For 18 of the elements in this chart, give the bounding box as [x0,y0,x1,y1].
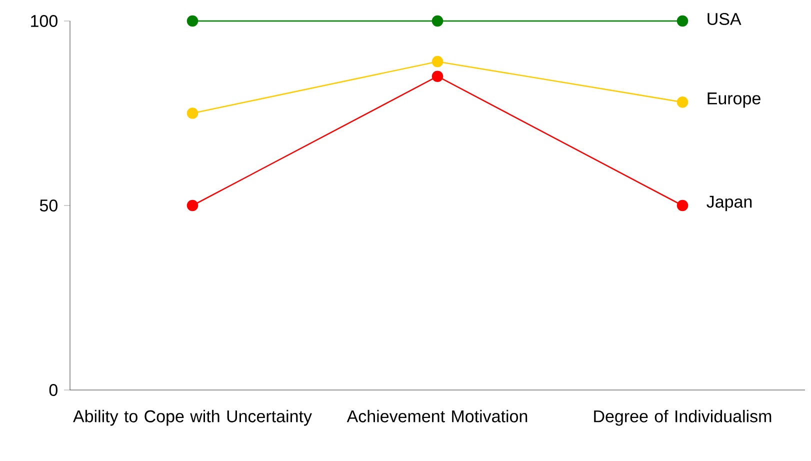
series-label: USA [708,12,742,26]
point [186,200,198,212]
y-tick-label: 0 [49,384,58,396]
point [186,108,198,119]
y-tick-label: 100 [31,14,58,28]
series-label: Europe [708,92,760,108]
point [432,15,444,27]
point [676,15,688,27]
x-tick-label: Achievement Motivation [346,410,528,422]
y-tick-label: 50 [40,199,58,212]
x-tick-label: Ability to Cope with Uncertainty [73,410,312,426]
series-label: Japan [706,196,752,212]
point [432,56,444,68]
point [676,96,688,108]
point [186,15,198,27]
point [676,200,688,212]
point [432,70,444,82]
x-tick-label: Degree of Individualism [594,410,772,426]
